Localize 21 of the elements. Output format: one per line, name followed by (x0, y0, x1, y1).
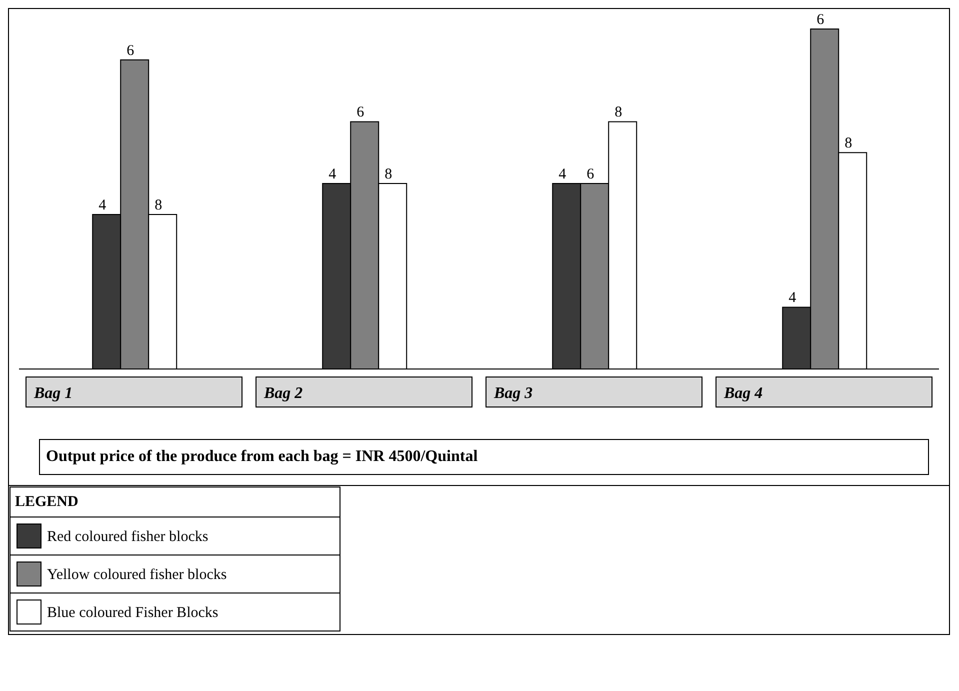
x-tick-label: Bag 3 (493, 385, 533, 402)
text: Output price of the produce from each bag = INR 4500/Quintal (39, 439, 929, 475)
annotation: 8 (154, 197, 162, 214)
legend-label: Yellow coloured fisher blocks (47, 567, 227, 583)
annotation: 6 (126, 42, 135, 59)
text: 6 (816, 12, 825, 28)
annotation: 8 (614, 104, 622, 121)
annotation: 4 (98, 197, 107, 214)
x-tick-label: Bag 1 (33, 385, 73, 402)
legend-title: LEGEND (15, 494, 79, 510)
legend-label: Red coloured fisher blocks (47, 529, 208, 545)
annotation: 6 (586, 166, 595, 183)
x-tick-label: Bag 2 (263, 385, 303, 402)
annotation: 4 (788, 290, 797, 306)
annotation: 8 (384, 166, 392, 183)
legend-label: Blue coloured Fisher Blocks (47, 605, 218, 621)
annotation: 8 (844, 136, 852, 152)
annotation: 4 (328, 166, 337, 183)
annotation: 6 (356, 104, 365, 121)
annotation: 4 (558, 166, 567, 183)
x-tick-label: Bag 4 (723, 385, 763, 402)
